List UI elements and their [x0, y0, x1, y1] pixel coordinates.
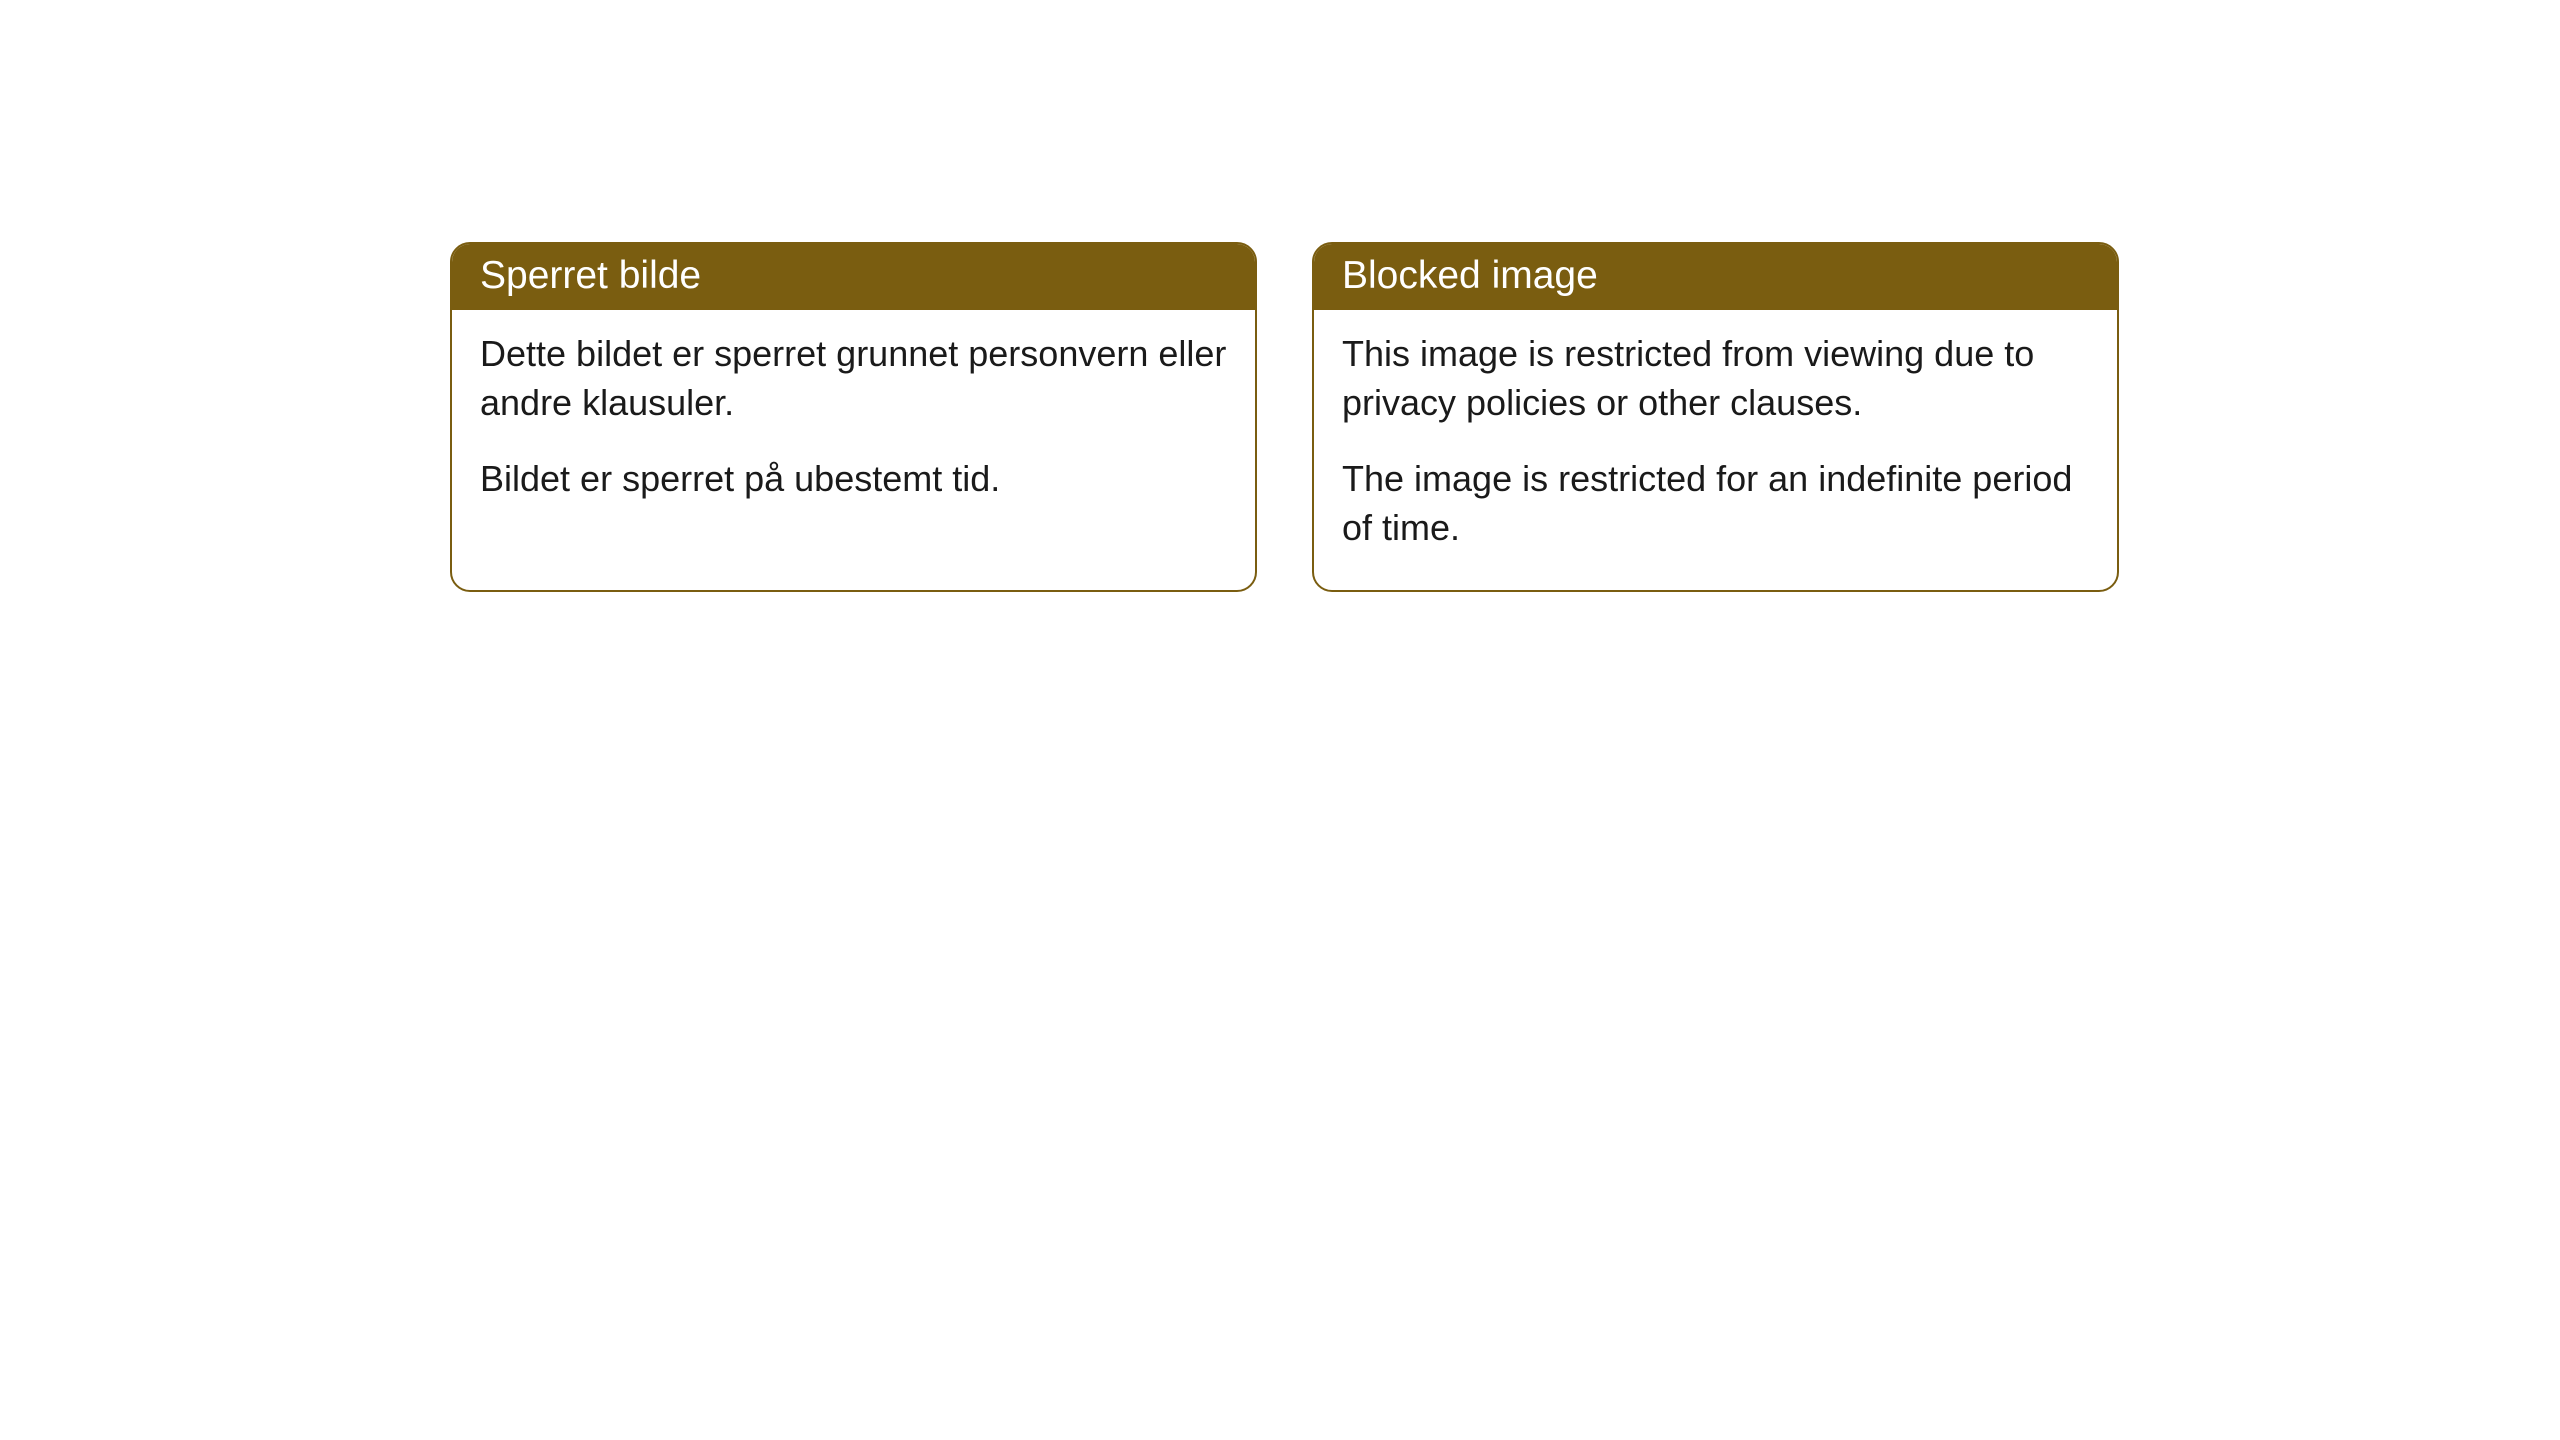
card-paragraph: This image is restricted from viewing du… — [1342, 330, 2089, 427]
card-paragraph: The image is restricted for an indefinit… — [1342, 455, 2089, 552]
cards-container: Sperret bilde Dette bildet er sperret gr… — [0, 0, 2560, 592]
notice-card-english: Blocked image This image is restricted f… — [1312, 242, 2119, 592]
card-title: Blocked image — [1342, 254, 1598, 297]
notice-card-norwegian: Sperret bilde Dette bildet er sperret gr… — [450, 242, 1257, 592]
card-paragraph: Dette bildet er sperret grunnet personve… — [480, 330, 1227, 427]
card-header: Sperret bilde — [452, 244, 1255, 310]
card-header: Blocked image — [1314, 244, 2117, 310]
card-paragraph: Bildet er sperret på ubestemt tid. — [480, 455, 1227, 504]
card-body: This image is restricted from viewing du… — [1314, 310, 2117, 590]
card-title: Sperret bilde — [480, 254, 701, 297]
card-body: Dette bildet er sperret grunnet personve… — [452, 310, 1255, 542]
